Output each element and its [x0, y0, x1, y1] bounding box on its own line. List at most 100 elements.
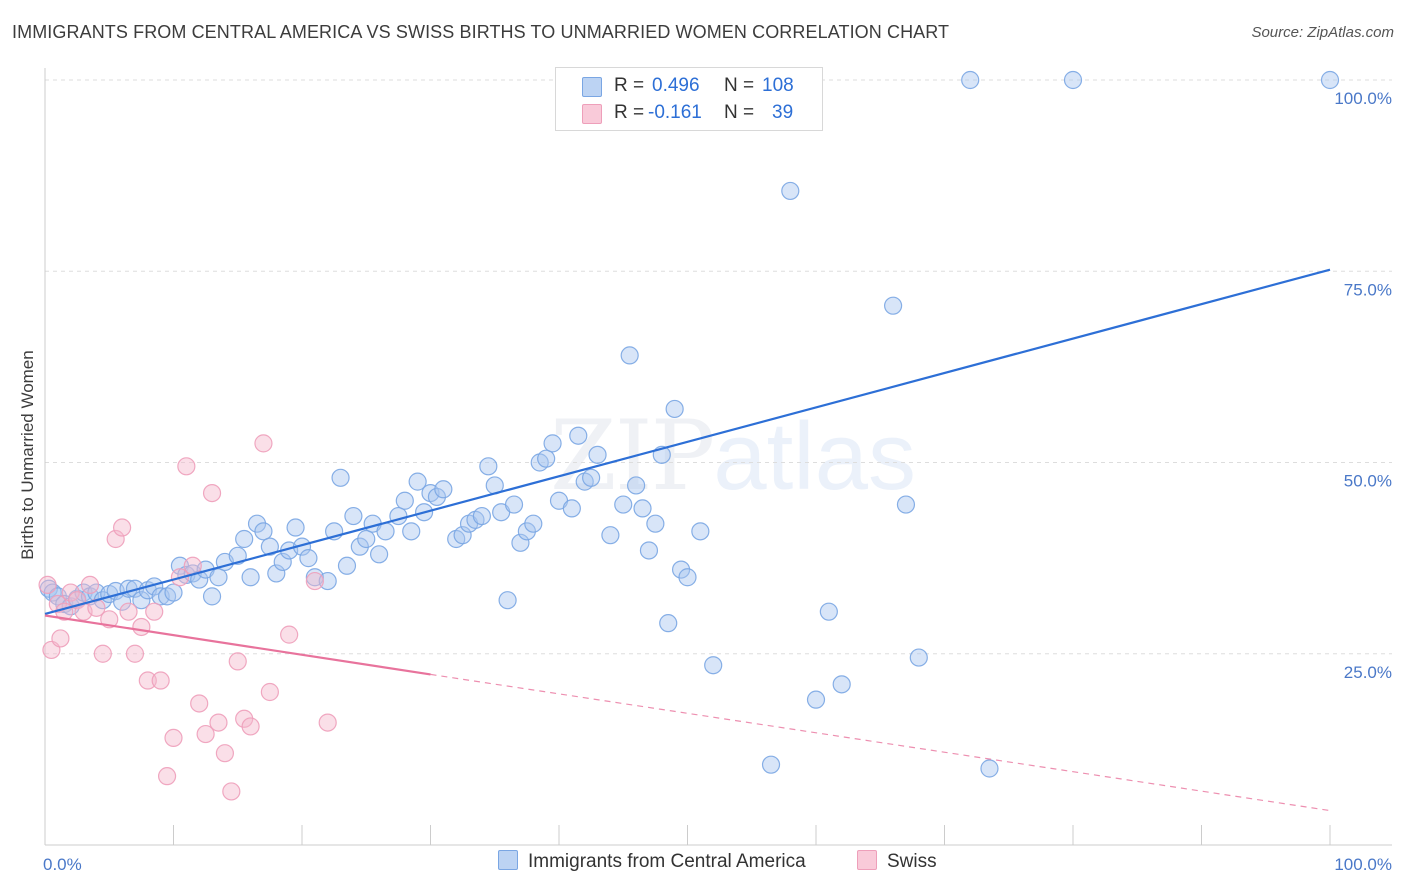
- point-swiss: [119, 602, 138, 621]
- point-central-america: [402, 522, 421, 541]
- point-central-america: [806, 690, 826, 709]
- legend-r-label: R =: [614, 75, 645, 96]
- legend-r-label: R =: [614, 102, 645, 123]
- point-central-america: [761, 755, 781, 774]
- point-central-america: [832, 675, 851, 694]
- x-tick-label: 0.0%: [43, 855, 82, 874]
- point-central-america: [235, 529, 254, 549]
- correlation-legend: R = 0.496 N = 108 R = -0.161 N = 39: [555, 67, 823, 131]
- point-central-america: [883, 296, 903, 315]
- y-tick-label: 25.0%: [1344, 663, 1392, 682]
- point-swiss: [145, 602, 164, 621]
- point-swiss: [38, 575, 57, 595]
- point-swiss: [132, 617, 151, 637]
- point-swiss: [138, 671, 157, 690]
- point-central-america: [569, 426, 588, 445]
- watermark-atlas: atlas: [713, 403, 916, 510]
- x-tick-label: 100.0%: [1334, 855, 1392, 874]
- point-swiss: [260, 682, 279, 702]
- legend-swatch-blue: [582, 77, 602, 97]
- grid-lines: [45, 79, 1392, 655]
- trend-line-central-america: [44, 268, 1331, 616]
- point-swiss: [196, 724, 215, 744]
- point-central-america: [344, 506, 363, 526]
- point-swiss: [305, 571, 324, 591]
- trend-line-swiss-extension: [430, 673, 1331, 812]
- point-central-america: [588, 445, 607, 464]
- point-swiss: [241, 717, 260, 736]
- point-central-america: [646, 514, 665, 533]
- point-swiss: [106, 529, 125, 549]
- point-central-america: [453, 526, 472, 545]
- y-axis-label: Births to Unmarried Women: [18, 350, 37, 559]
- point-central-america: [395, 491, 414, 510]
- point-swiss: [51, 629, 70, 648]
- point-central-america: [1063, 70, 1083, 90]
- trend-line-swiss: [44, 614, 431, 676]
- point-central-america: [626, 476, 646, 495]
- point-swiss: [80, 575, 100, 595]
- point-central-america: [479, 457, 498, 476]
- point-central-america: [620, 346, 639, 365]
- point-central-america: [209, 568, 228, 587]
- bottom-legend-blue: Immigrants from Central America: [498, 850, 806, 873]
- legend-n-label: N =: [724, 102, 755, 123]
- legend-row-blue: R = 0.496 N = 108: [556, 74, 822, 100]
- point-swiss: [215, 744, 234, 763]
- point-central-america: [504, 495, 524, 514]
- point-swiss: [164, 728, 183, 748]
- point-central-america: [691, 522, 710, 541]
- point-central-america: [273, 552, 292, 572]
- point-central-america: [254, 522, 273, 541]
- point-central-america: [524, 514, 543, 533]
- point-swiss: [209, 713, 228, 732]
- point-swiss: [202, 484, 222, 503]
- point-central-america: [678, 568, 697, 587]
- legend-n-value: 39: [772, 102, 794, 123]
- point-central-america: [132, 591, 151, 610]
- point-central-america: [511, 533, 530, 552]
- point-swiss: [318, 713, 337, 732]
- point-central-america: [299, 549, 318, 568]
- point-central-america: [614, 495, 633, 514]
- point-swiss: [93, 644, 112, 663]
- point-central-america: [819, 602, 838, 621]
- source-label: Source: ZipAtlas.com: [1251, 24, 1394, 41]
- point-central-america: [704, 656, 723, 675]
- point-central-america: [537, 449, 556, 468]
- point-swiss: [280, 625, 299, 644]
- bottom-legend-label: Immigrants from Central America: [528, 851, 806, 872]
- legend-n-value: 108: [762, 75, 794, 96]
- point-central-america: [639, 541, 659, 560]
- legend-n-label: N =: [724, 75, 755, 96]
- point-swiss: [254, 434, 273, 453]
- chart-title: IMMIGRANTS FROM CENTRAL AMERICA VS SWISS…: [12, 22, 950, 42]
- point-central-america: [331, 468, 350, 487]
- bottom-legend-pink: Swiss: [857, 850, 937, 873]
- point-central-america: [260, 537, 279, 556]
- point-swiss: [125, 644, 145, 663]
- bottom-legend-swatch-blue: [498, 850, 518, 870]
- point-central-america: [582, 468, 601, 487]
- tick-labels: 25.0% 50.0% 75.0% 100.0% 0.0% 100.0%: [43, 89, 1392, 874]
- data-points: [38, 70, 1340, 801]
- point-swiss: [222, 782, 241, 801]
- trend-lines: [44, 268, 1331, 812]
- point-central-america: [781, 181, 800, 201]
- point-central-america: [472, 506, 491, 526]
- point-swiss: [157, 767, 177, 786]
- point-central-america: [267, 564, 286, 583]
- y-tick-label: 50.0%: [1344, 472, 1392, 491]
- point-central-america: [164, 583, 183, 602]
- point-central-america: [318, 571, 337, 591]
- point-central-america: [434, 480, 453, 499]
- point-central-america: [1320, 70, 1340, 90]
- point-central-america: [370, 545, 389, 564]
- point-central-america: [659, 614, 678, 633]
- point-central-america: [909, 648, 928, 667]
- point-central-america: [601, 526, 620, 545]
- point-swiss: [177, 457, 196, 476]
- point-central-america: [498, 591, 517, 610]
- point-central-america: [562, 499, 581, 518]
